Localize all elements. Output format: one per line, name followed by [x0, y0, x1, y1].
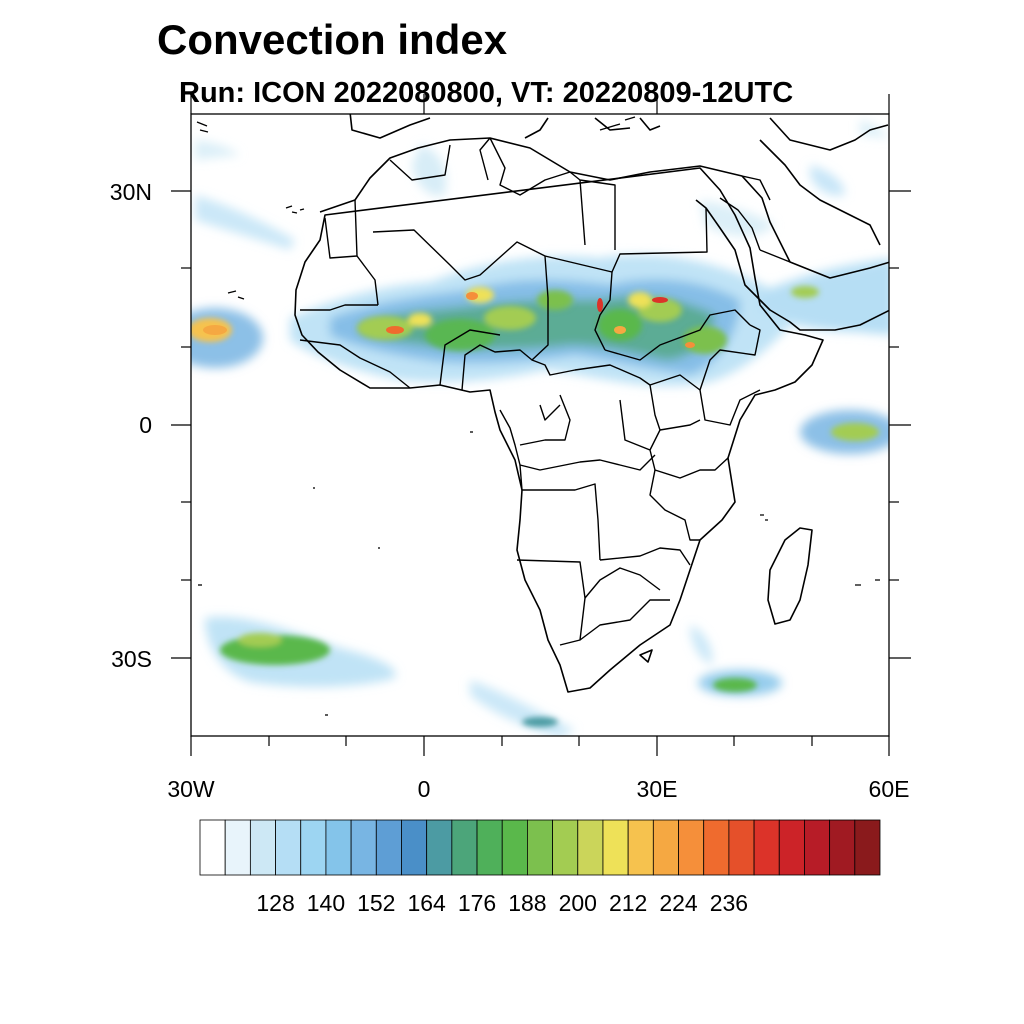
colorbar-swatch	[778, 819, 805, 876]
y-tick-label: 30N	[110, 179, 152, 205]
colorbar-label: 188	[508, 890, 546, 916]
colorbar-label: 236	[710, 890, 748, 916]
colorbar-label: 176	[458, 890, 496, 916]
colorbar-labels: 128 140 152 164 176 188 200 212 224 236	[256, 890, 748, 916]
country-borders	[299, 137, 791, 646]
islands	[196, 116, 880, 716]
colorbar-swatch	[552, 819, 579, 876]
colorbar-label: 200	[559, 890, 597, 916]
colorbar-swatch	[476, 819, 503, 876]
y-tick-label: 30S	[111, 646, 152, 672]
colorbar-label: 212	[609, 890, 647, 916]
colorbar-swatch	[829, 819, 856, 876]
colorbar-label: 152	[357, 890, 395, 916]
axis-ticks	[171, 94, 911, 756]
chart-subtitle: Run: ICON 2022080800, VT: 20220809-12UTC	[179, 77, 793, 109]
colorbar-swatch	[577, 819, 604, 876]
colorbar-swatch	[451, 819, 478, 876]
colorbar-label: 164	[407, 890, 446, 916]
colorbar-swatch	[275, 819, 302, 876]
colorbar-swatch	[501, 819, 528, 876]
colorbar-swatch	[627, 819, 654, 876]
colorbar-swatch	[401, 819, 428, 876]
x-tick-label: 30E	[637, 776, 678, 802]
colorbar-swatch	[728, 819, 755, 876]
colorbar-swatch	[753, 819, 780, 876]
convection-hotspots	[203, 292, 695, 348]
colorbar-swatch	[678, 819, 705, 876]
colorbar-swatch	[426, 819, 453, 876]
colorbar-swatch	[804, 819, 831, 876]
colorbar-swatch	[224, 819, 251, 876]
colorbar-swatch	[854, 819, 881, 876]
y-tick-label: 0	[139, 412, 152, 438]
colorbar-label: 140	[307, 890, 345, 916]
colorbar-swatch	[527, 819, 553, 876]
x-tick-label: 0	[418, 776, 431, 802]
colorbar-swatch	[350, 819, 377, 876]
map-area	[191, 114, 889, 736]
colorbar-label: 224	[659, 890, 698, 916]
colorbar-swatch	[300, 819, 327, 876]
colorbar-swatch	[199, 819, 226, 876]
colorbar-label: 128	[256, 890, 294, 916]
chart-title: Convection index	[157, 16, 508, 63]
colorbar-swatch	[249, 819, 276, 876]
colorbar-swatch	[703, 819, 730, 876]
x-tick-label: 30W	[167, 776, 215, 802]
colorbar-swatch	[325, 819, 352, 876]
x-tick-label: 60E	[869, 776, 910, 802]
colorbar-swatch	[602, 819, 629, 876]
colorbar	[199, 819, 881, 876]
colorbar-swatch	[375, 819, 402, 876]
colorbar-swatch	[652, 819, 679, 876]
